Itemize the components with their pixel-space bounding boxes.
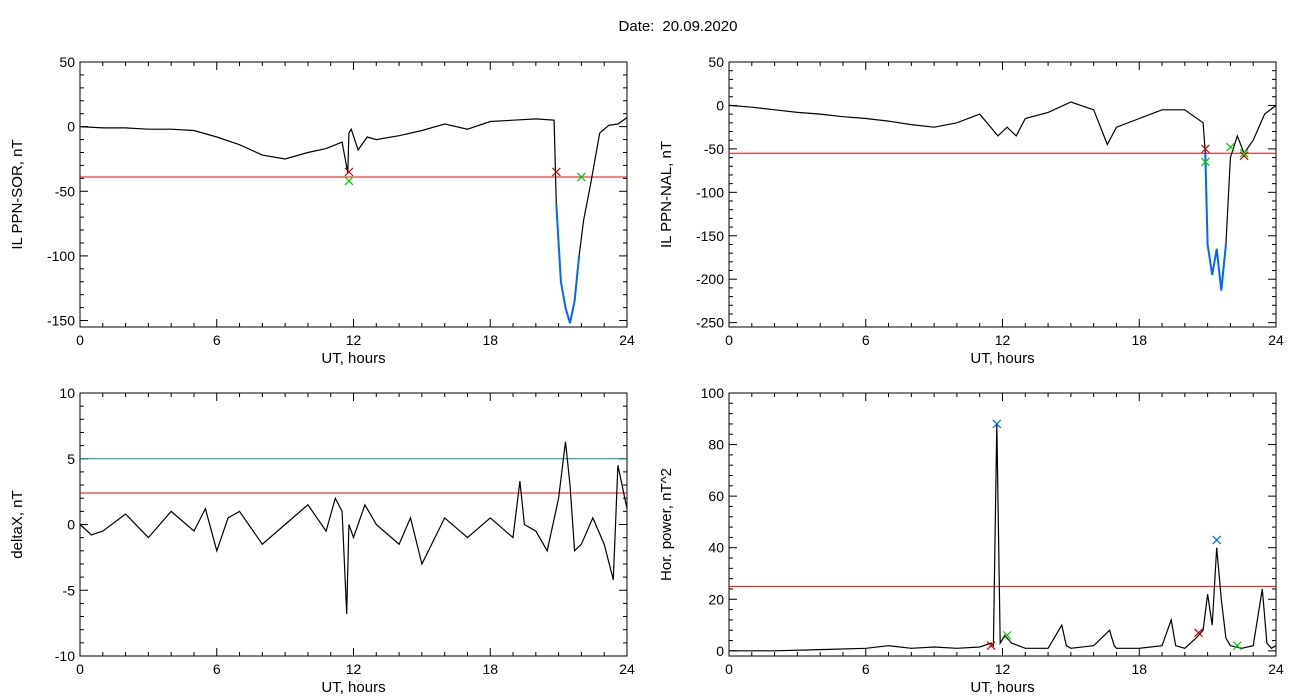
- peak-marker: [1212, 535, 1222, 545]
- y-tick-label: 80: [708, 437, 724, 453]
- y-axis-label: IL PPN-SOR, nT: [9, 139, 26, 249]
- end-marker: [1239, 148, 1249, 158]
- start-marker: [1194, 628, 1203, 638]
- date-value: 20.09.2020: [662, 18, 738, 35]
- x-tick-label: 24: [1268, 332, 1284, 348]
- x-axis-label: UT, hours: [321, 350, 385, 367]
- x-axis-label: UT, hours: [321, 679, 385, 696]
- peak-marker: [992, 419, 1002, 429]
- y-tick-label: 0: [67, 517, 75, 533]
- y-tick-label: -200: [696, 271, 724, 287]
- y-axis-label: deltaX, nT: [9, 490, 26, 558]
- plot-frame: [728, 392, 1277, 657]
- x-tick-label: 12: [995, 661, 1011, 677]
- start-marker: [986, 641, 996, 651]
- x-tick-label: 0: [725, 332, 733, 348]
- page-title: Date: 20.09.2020: [0, 18, 1300, 35]
- chart-panel-1: 0 6 12 18 24 50 0 -50 -100 -150 UT, hours IL PPN-SO…: [9, 54, 635, 367]
- x-tick-label: 24: [1268, 661, 1284, 677]
- start-marker: [1200, 144, 1210, 154]
- y-tick-label: 50: [59, 54, 75, 70]
- y-tick-label: 50: [708, 54, 724, 70]
- chart-panel-4: 0 6 12 18 24 100 80 60 40 20 0 UT, hours Hor. power,…: [658, 385, 1284, 696]
- y-tick-label: -100: [47, 248, 75, 264]
- y-tick-label: 10: [59, 385, 75, 401]
- x-tick-label: 18: [1131, 661, 1147, 677]
- plot-frame: [728, 61, 1277, 328]
- y-tick-label: 5: [67, 451, 75, 467]
- x-tick-label: 0: [725, 661, 733, 677]
- series-line: [729, 101, 1276, 291]
- y-tick-label: -50: [55, 183, 75, 199]
- end-marker: [1200, 157, 1210, 167]
- x-tick-label: 18: [482, 661, 498, 677]
- highlight-segment: [1204, 153, 1227, 291]
- plot-frame: [79, 392, 628, 657]
- y-tick-label: -5: [63, 582, 76, 598]
- y-tick-label: -250: [696, 315, 724, 331]
- y-tick-label: 0: [716, 97, 724, 113]
- x-axis-label: UT, hours: [970, 350, 1034, 367]
- highlight-segment: [555, 204, 581, 324]
- series-line: [80, 441, 627, 614]
- end-marker: [1002, 630, 1012, 640]
- y-tick-label: 20: [708, 591, 724, 607]
- x-axis-label: UT, hours: [970, 679, 1034, 696]
- y-tick-label: -10: [55, 648, 75, 664]
- x-tick-label: 0: [76, 332, 84, 348]
- x-tick-label: 18: [482, 332, 498, 348]
- start-marker: [344, 167, 354, 177]
- end-marker: [1232, 641, 1242, 651]
- x-tick-label: 12: [995, 332, 1011, 348]
- chart-panel-2: 0 6 12 18 24 50 0 -50 -100 -150 -200 -250 UT, hours I…: [658, 54, 1284, 367]
- x-tick-label: 12: [346, 661, 362, 677]
- plot-frame: [79, 61, 628, 328]
- series-line: [729, 423, 1276, 652]
- y-tick-label: 0: [716, 643, 724, 659]
- chart-panel-3: 0 6 12 18 24 10 5 0 -5 -10 UT, hours deltaX, nT: [9, 385, 635, 696]
- y-axis-label: IL PPN-NAL, nT: [658, 141, 675, 248]
- x-tick-label: 24: [619, 661, 635, 677]
- start-marker: [551, 167, 561, 177]
- y-tick-label: 100: [701, 385, 725, 401]
- x-tick-label: 12: [346, 332, 362, 348]
- y-tick-label: 40: [708, 540, 724, 556]
- x-tick-label: 24: [619, 332, 635, 348]
- x-tick-label: 6: [213, 661, 221, 677]
- y-tick-label: -50: [704, 141, 724, 157]
- y-axis-label: Hor. power, nT^2: [658, 468, 675, 581]
- y-tick-label: -100: [696, 184, 724, 200]
- x-tick-label: 6: [862, 332, 870, 348]
- date-label: Date:: [618, 18, 655, 35]
- end-marker: [344, 176, 354, 186]
- x-tick-label: 0: [76, 661, 84, 677]
- y-tick-label: 0: [67, 119, 75, 135]
- y-tick-label: 60: [708, 488, 724, 504]
- x-tick-label: 18: [1131, 332, 1147, 348]
- y-tick-label: -150: [696, 228, 724, 244]
- y-tick-label: -150: [47, 313, 75, 329]
- x-tick-label: 6: [862, 661, 870, 677]
- end-marker: [576, 172, 586, 182]
- start-marker: [1239, 151, 1249, 161]
- end-marker: [1225, 142, 1235, 152]
- series-line: [80, 117, 627, 324]
- x-tick-label: 6: [213, 332, 221, 348]
